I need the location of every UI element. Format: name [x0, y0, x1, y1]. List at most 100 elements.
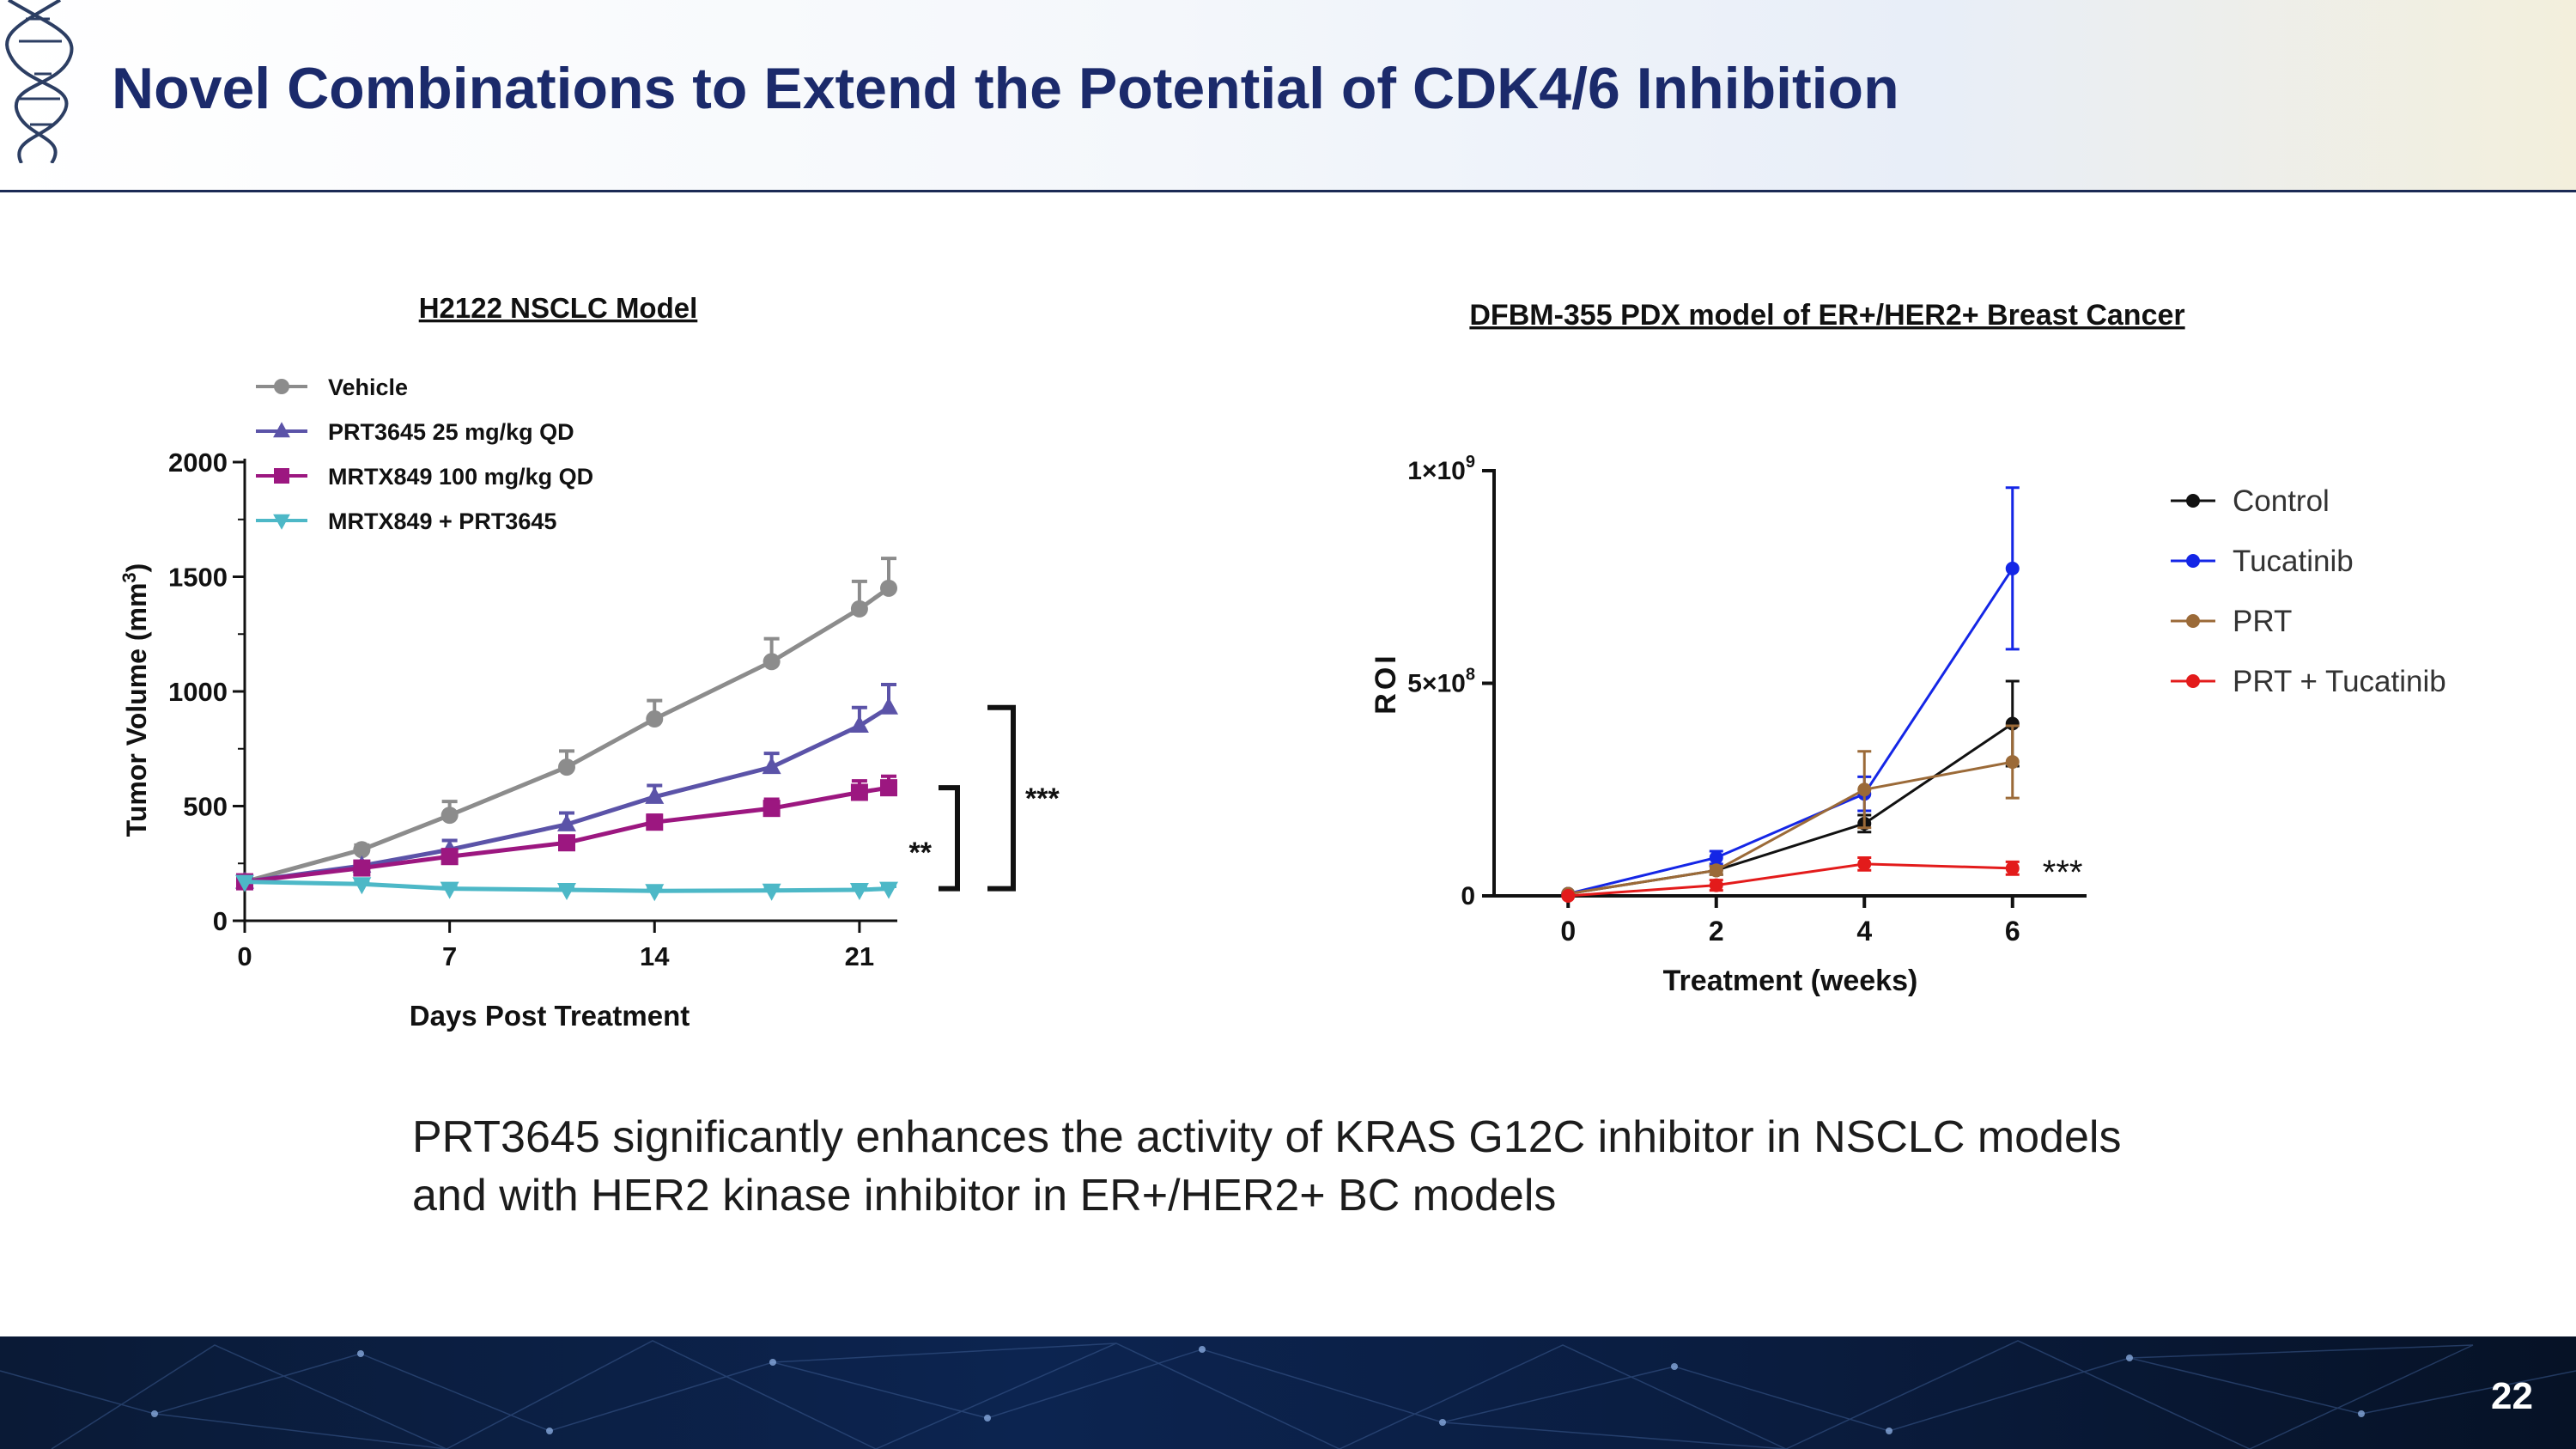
- chart2-series-prt-tucatinib: [1561, 855, 2020, 903]
- chart1-data-point: [849, 715, 869, 734]
- chart2-series-line: [1568, 760, 2014, 896]
- chart1-significance-bracket: [987, 704, 1016, 892]
- summary-text: PRT3645 significantly enhances the activ…: [412, 1108, 2387, 1225]
- chart1-legend-item-mrtx849-prt3645: MRTX849 + PRT3645: [256, 508, 556, 534]
- chart1-data-point: [645, 786, 665, 804]
- chart1-series-line: [244, 880, 890, 893]
- chart1-data-point: [558, 758, 575, 776]
- chart2-data-point: [2005, 755, 2020, 770]
- chart1-xtick-label: 0: [237, 941, 252, 971]
- chart1-data-point: [762, 757, 781, 775]
- chart1-significance-bracket: [939, 785, 960, 892]
- chart1-y-label-sup: 3: [118, 572, 140, 582]
- chart1-data-point: [440, 848, 459, 866]
- chart2-data-point: [2005, 861, 2020, 875]
- chart2-legend-item-prt: PRT: [2171, 605, 2292, 638]
- chart1-data-point: [646, 710, 664, 728]
- chart2-data-point: [2005, 561, 2020, 575]
- chart1-data-point: [440, 807, 459, 825]
- chart2-xtick-label: 2: [1709, 916, 1724, 947]
- chart2-legend-marker: [2186, 674, 2200, 688]
- chart2-ytick-exp: 9: [1466, 453, 1475, 472]
- chart1-series-line: [244, 705, 890, 885]
- chart2-xtick-label: 6: [2005, 916, 2020, 947]
- chart2-ytick-label: 5×108: [1407, 666, 1475, 698]
- chart2-ytick-base: 5×10: [1407, 670, 1466, 698]
- chart1-data-point: [235, 874, 254, 892]
- chart1-legend-item-prt3645-25-mg-kg-qd: PRT3645 25 mg/kg QD: [256, 419, 574, 445]
- header-divider: [0, 190, 2576, 192]
- chart2-legend-marker: [2186, 494, 2200, 508]
- chart2-x-label: Treatment (weeks): [1663, 965, 1918, 997]
- chart1-legend-label: Vehicle: [328, 374, 408, 400]
- chart1-data-point: [353, 841, 371, 859]
- chart2-ytick-label: 1×109: [1407, 453, 1475, 485]
- chart2-series-tucatinib: [1561, 486, 2020, 901]
- chart1-data-point: [762, 800, 781, 818]
- chart1-data-point: [557, 813, 576, 831]
- chart2-data-point: [1709, 863, 1723, 878]
- chart1-ytick-label: 1500: [168, 563, 228, 593]
- dna-helix-icon: [5, 0, 74, 163]
- chart1-significance-label: **: [909, 837, 933, 869]
- chart2-ytick-exp: 8: [1466, 666, 1475, 685]
- chart2-series-line: [1568, 862, 2013, 898]
- chart1-ytick-label: 1000: [168, 677, 228, 707]
- breast-cancer-roi-chart: DFBM-355 PDX model of ER+/HER2+ Breast C…: [1370, 299, 2446, 997]
- chart2-xtick-label: 4: [1856, 916, 1872, 947]
- summary-line-2: and with HER2 kinase inhibitor in ER+/HE…: [412, 1171, 1557, 1221]
- chart2-ytick-base: 0: [1461, 882, 1475, 910]
- chart1-xtick-label: 14: [640, 941, 670, 971]
- chart2-series-prt: [1561, 724, 2020, 901]
- chart1-data-point: [879, 697, 898, 715]
- chart2-legend-marker: [2186, 554, 2200, 568]
- chart1-xtick-label: 7: [442, 941, 457, 971]
- chart1-x-label: Days Post Treatment: [410, 1000, 690, 1032]
- chart1-series-mrtx849-100-mg-kg-qd: [236, 774, 897, 891]
- chart1-data-point: [557, 882, 576, 900]
- chart1-data-point: [762, 653, 781, 671]
- chart1-data-point: [880, 779, 897, 797]
- summary-line-1: PRT3645 significantly enhances the activ…: [412, 1112, 2122, 1162]
- chart1-data-point: [849, 882, 869, 900]
- chart1-legend-marker: [274, 379, 289, 394]
- chart1-data-point: [646, 813, 664, 831]
- chart1-series-line: [244, 586, 890, 885]
- chart1-y-label-text: Tumor Volume (mm: [121, 583, 152, 837]
- chart2-legend-marker: [2186, 614, 2200, 628]
- chart2-data-point: [1709, 850, 1723, 865]
- slide-title: Novel Combinations to Extend the Potenti…: [112, 56, 1899, 121]
- chart1-data-point: [440, 881, 459, 899]
- chart2-data-point: [1709, 878, 1723, 892]
- chart1-legend-marker: [274, 468, 289, 484]
- chart1-xtick-label: 21: [845, 941, 874, 971]
- chart2-legend-label: PRT: [2233, 605, 2292, 638]
- chart2-significance-label: ***: [2043, 854, 2083, 892]
- chart2-ytick-base: 1×10: [1407, 457, 1466, 485]
- chart1-legend-label: MRTX849 100 mg/kg QD: [328, 464, 593, 490]
- chart2-legend-label: Control: [2233, 484, 2330, 518]
- chart1-legend-marker: [273, 422, 290, 438]
- chart1-legend-item-vehicle: Vehicle: [256, 374, 408, 400]
- chart2-legend-item-prt-tucatinib: PRT + Tucatinib: [2171, 665, 2446, 698]
- chart1-data-point: [880, 579, 897, 597]
- slide-header: Novel Combinations to Extend the Potenti…: [0, 0, 2576, 191]
- chart1-legend-marker: [273, 514, 290, 530]
- chart2-legend-item-tucatinib: Tucatinib: [2171, 545, 2354, 578]
- chart1-series-vehicle: [236, 557, 897, 891]
- chart1-data-point: [353, 859, 371, 877]
- chart2-series-line: [1567, 568, 2014, 895]
- chart1-ytick-label: 500: [183, 792, 228, 822]
- chart2-legend-label: Tucatinib: [2233, 545, 2354, 578]
- page-number: 22: [2491, 1375, 2533, 1417]
- chart2-xtick-label: 0: [1560, 916, 1576, 947]
- slide-footer: 22: [0, 1336, 2576, 1449]
- chart1-data-point: [850, 783, 868, 801]
- chart1-series-mrtx849-prt3645: [235, 874, 898, 902]
- chart1-ytick-label: 2000: [168, 447, 228, 478]
- chart2-data-point: [1857, 782, 1872, 797]
- chart2-data-point: [1857, 856, 1872, 871]
- chart1-legend-label: PRT3645 25 mg/kg QD: [328, 419, 574, 445]
- chart1-legend-item-mrtx849-100-mg-kg-qd: MRTX849 100 mg/kg QD: [256, 464, 593, 490]
- chart1-ytick-label: 0: [213, 906, 228, 936]
